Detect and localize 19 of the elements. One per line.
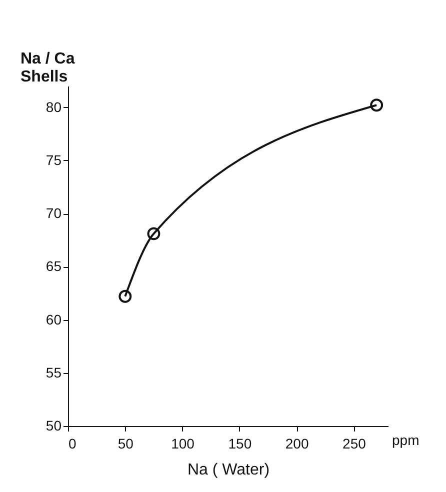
y-tick-label: 80 [46, 98, 62, 115]
y-tick-label: 50 [46, 418, 62, 434]
x-tick-label: 150 [228, 436, 252, 452]
point [370, 98, 384, 112]
y-tick-label: 75 [46, 152, 62, 168]
point [147, 227, 160, 240]
x-axis-title: Na ( Water) [187, 462, 270, 478]
x-tick-label: 0 [68, 436, 76, 452]
x-tick-label: 100 [171, 436, 195, 452]
point [118, 290, 132, 303]
y-axis-title: Na / Ca Shells [20, 50, 75, 86]
y-tick-label: 70 [46, 205, 62, 221]
y-tick-label: 60 [46, 311, 62, 328]
y-tick-label: 65 [46, 258, 62, 274]
x-tick-label: 200 [285, 436, 309, 452]
text: ppm [392, 432, 420, 448]
y-tick-label: 55 [46, 364, 62, 380]
x-tick-label: 250 [342, 436, 366, 452]
x-tick-label: 50 [118, 436, 134, 452]
